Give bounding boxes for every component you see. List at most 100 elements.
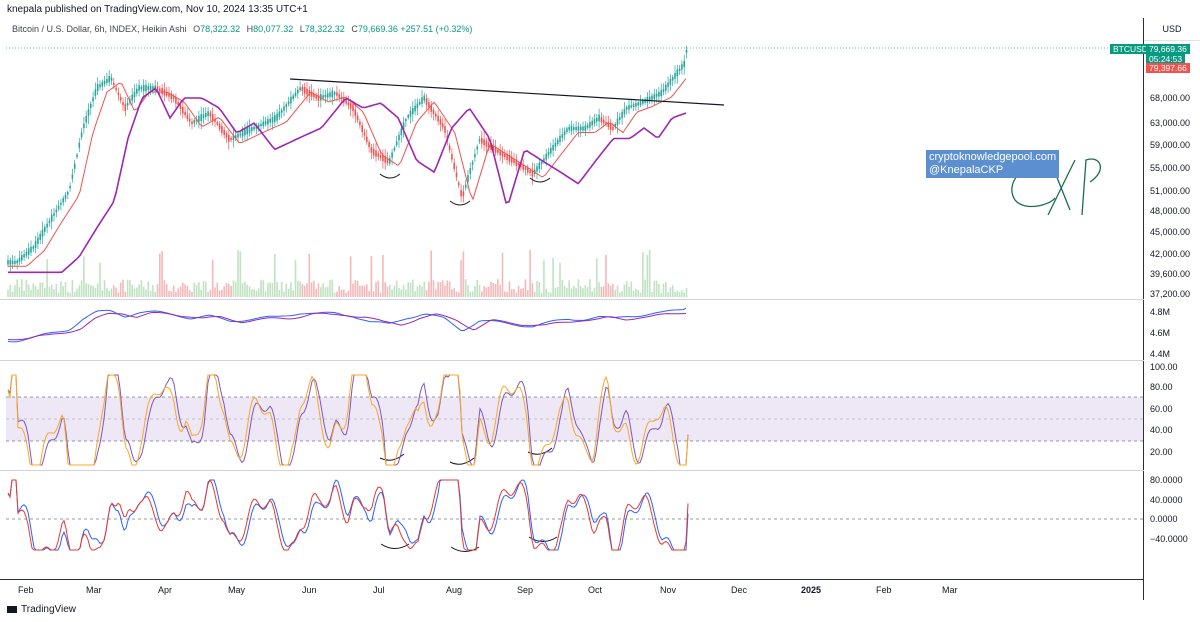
pane-divider[interactable] <box>0 470 1144 471</box>
candle-body <box>205 113 207 117</box>
volume-bar <box>481 291 483 297</box>
candle-body <box>313 93 315 98</box>
candle-body <box>669 78 672 85</box>
candle-body <box>382 154 384 162</box>
volume-bar <box>193 282 196 297</box>
volume-bar <box>313 280 315 297</box>
candle-body <box>361 125 363 133</box>
volume-bar <box>320 287 322 297</box>
volume-bar <box>589 279 591 297</box>
volume-bar <box>418 284 421 297</box>
volume-bar <box>435 289 437 297</box>
volume-bar <box>64 281 67 297</box>
volume-bar <box>16 279 18 297</box>
volume-bar <box>529 249 531 297</box>
candle-body <box>363 132 366 136</box>
volume-bar <box>559 262 561 297</box>
candle-body <box>559 135 561 143</box>
price-tick: 42,000.00 <box>1150 249 1191 259</box>
candle-body <box>60 202 62 205</box>
open-value: 78,322.32 <box>200 24 241 34</box>
volume-bar <box>251 289 253 297</box>
pane-divider[interactable] <box>0 299 1144 300</box>
volume-bar <box>83 256 85 297</box>
candle-body <box>67 191 69 195</box>
support-arc <box>449 200 471 206</box>
volume-bar <box>669 287 672 297</box>
volume-bar <box>285 283 288 297</box>
rsi-ma-line <box>7 374 689 466</box>
volume-bar <box>366 284 368 297</box>
currency-button[interactable]: USD <box>1144 18 1200 41</box>
candle-body <box>425 98 428 105</box>
volume-bar <box>655 280 658 297</box>
candle-body <box>271 116 274 123</box>
volume-bar <box>172 285 175 297</box>
volume-bar <box>331 279 334 297</box>
volume-bar <box>34 286 37 297</box>
obv-signal-line <box>7 311 687 341</box>
indicator1-tick: 4.8M <box>1150 307 1171 317</box>
volume-bar <box>108 290 110 297</box>
volume-bar <box>586 287 589 297</box>
volume-bar <box>21 279 23 297</box>
volume-bar <box>651 292 653 297</box>
candle-body <box>550 147 552 154</box>
volume-bar <box>90 285 92 297</box>
volume-bar <box>389 284 391 297</box>
candle-body <box>119 97 122 101</box>
volume-bar <box>561 279 564 297</box>
time-axis-divider <box>0 579 1144 580</box>
candle-body <box>218 123 221 130</box>
volume-bar <box>60 281 62 297</box>
volume-bar <box>584 285 587 297</box>
candle-body <box>368 142 370 148</box>
candle-body <box>211 114 214 121</box>
candle-body <box>188 118 191 122</box>
candle-body <box>619 117 621 120</box>
candle-body <box>621 112 623 119</box>
volume-bar <box>267 283 269 297</box>
volume-bar <box>23 290 25 297</box>
volume-bar <box>405 289 407 297</box>
volume-bar <box>471 291 474 297</box>
candle-body <box>108 76 110 83</box>
candle-body <box>665 84 667 91</box>
volume-bar <box>338 286 340 297</box>
candle-body <box>589 122 591 128</box>
candle-body <box>524 167 527 170</box>
volume-bar <box>343 289 345 297</box>
volume-bar <box>53 289 55 297</box>
candle-body <box>579 126 582 131</box>
candle-body <box>23 254 25 258</box>
close-label: C <box>351 24 358 34</box>
candle-body <box>216 122 219 125</box>
volume-bar <box>76 288 78 297</box>
volume-bar <box>303 285 306 297</box>
volume-bar <box>453 288 455 297</box>
rsi-tick: 80.00 <box>1150 382 1173 392</box>
volume-bar <box>152 285 154 297</box>
candle-body <box>90 103 92 109</box>
volume-bar <box>414 290 416 297</box>
volume-bar <box>439 282 442 297</box>
volume-bar <box>545 288 547 297</box>
candle-body <box>172 96 175 99</box>
volume-bar <box>39 282 41 297</box>
candle-body <box>349 103 352 109</box>
pane-divider[interactable] <box>0 360 1144 361</box>
volume-bar <box>520 288 522 297</box>
tradingview-footer[interactable]: TradingView <box>7 604 76 615</box>
candle-body <box>628 105 630 110</box>
candle-body <box>598 114 600 122</box>
candle-body <box>333 92 336 95</box>
volume-bar <box>681 290 683 297</box>
volume-bar <box>483 286 485 297</box>
footer-brand: TradingView <box>21 604 77 615</box>
volume-bar <box>646 254 649 297</box>
time-tick: May <box>228 585 246 595</box>
price-tick: 37,200.00 <box>1150 289 1191 299</box>
volume-bar <box>207 291 209 297</box>
volume-bar <box>96 283 99 297</box>
